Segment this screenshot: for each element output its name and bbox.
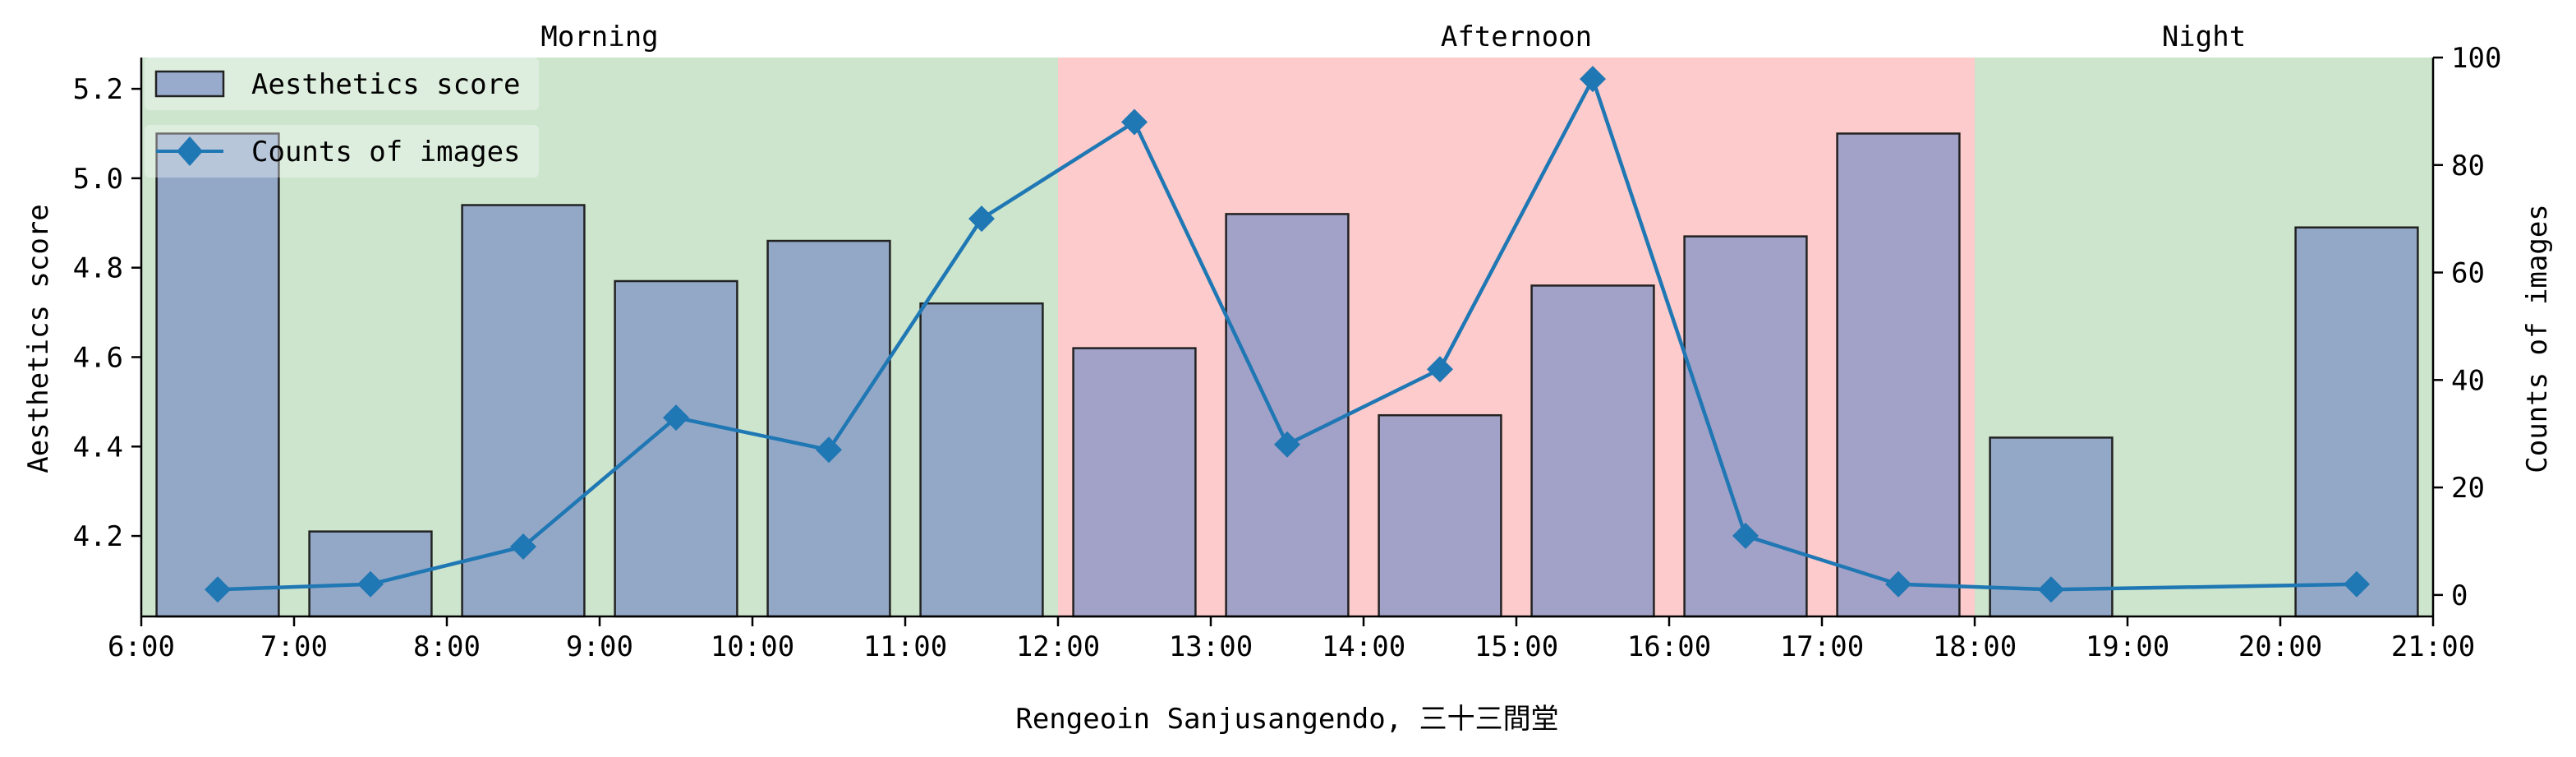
y-left-tick-label-0: 4.2 xyxy=(73,520,123,553)
counts-point-7 xyxy=(1274,431,1300,458)
y-axis-label-right: Counts of images xyxy=(2521,204,2554,473)
y-left-tick-label-1: 4.4 xyxy=(73,431,123,464)
y-right-tick-label-2: 40 xyxy=(2451,364,2485,397)
counts-point-4 xyxy=(816,436,842,464)
y-axis-label-left: Aesthetics score xyxy=(22,204,55,473)
x-tick-label-1: 7:00 xyxy=(260,630,328,663)
bar-5 xyxy=(919,302,1044,618)
axes: 6:00 7:00 8:00 9:00 10:00 11:00 12:00 13:00 14:0… xyxy=(73,42,2502,663)
y-right-tick-label-1: 20 xyxy=(2451,472,2485,505)
counts-line xyxy=(217,74,2358,592)
bar-6 xyxy=(1072,347,1197,618)
counts-point-13 xyxy=(2344,570,2370,598)
x-tick-label-10: 16:00 xyxy=(1627,630,1711,663)
x-tick-label-6: 12:00 xyxy=(1016,630,1100,663)
x-tick-label-11: 17:00 xyxy=(1780,630,1864,663)
y-left-tick-label-5: 5.2 xyxy=(73,73,123,106)
legend-box-bar xyxy=(145,58,539,110)
x-tick-label-8: 14:00 xyxy=(1322,630,1405,663)
counts-point-0 xyxy=(205,576,231,603)
counts-point-6 xyxy=(1121,108,1148,136)
line-series xyxy=(205,66,2370,603)
counts-point-12 xyxy=(2038,576,2064,603)
y-right-tick-label-5: 100 xyxy=(2451,42,2501,75)
x-tick-label-15: 21:00 xyxy=(2391,630,2475,663)
x-tick-label-12: 18:00 xyxy=(1933,630,2017,663)
bar-8 xyxy=(1378,413,1502,618)
bar-11 xyxy=(1836,132,1961,618)
x-tick-label-13: 19:00 xyxy=(2086,630,2169,663)
x-tick-label-0: 6:00 xyxy=(108,630,175,663)
counts-point-2 xyxy=(510,533,536,560)
x-axis-label: Rengeoin Sanjusangendo, 三十三間堂 xyxy=(1015,703,1558,736)
bar-10 xyxy=(1683,235,1808,618)
bar-0 xyxy=(155,132,280,618)
x-tick-label-3: 9:00 xyxy=(566,630,633,663)
y-right-tick-label-3: 60 xyxy=(2451,257,2485,290)
legend-label-bar: Aesthetics score xyxy=(251,68,521,101)
period-label-0: Morning xyxy=(540,21,658,53)
counts-point-9 xyxy=(1580,66,1606,93)
x-tick-label-4: 10:00 xyxy=(711,630,794,663)
y-right-tick-label-0: 0 xyxy=(2451,579,2468,612)
counts-point-3 xyxy=(663,404,689,432)
bar-series xyxy=(155,132,2419,618)
period-label-1: Afternoon xyxy=(1441,21,1592,53)
legend-label-line: Counts of images xyxy=(251,136,521,168)
x-tick-label-14: 20:00 xyxy=(2238,630,2322,663)
bar-9 xyxy=(1530,284,1655,618)
y-left-tick-label-2: 4.6 xyxy=(73,341,123,374)
legend-marker-diamond xyxy=(177,136,203,166)
counts-point-8 xyxy=(1427,356,1453,383)
period-band-1 xyxy=(1058,58,1975,616)
period-label-2: Night xyxy=(2162,21,2246,53)
x-tick-label-7: 13:00 xyxy=(1169,630,1253,663)
y-left-tick-label-4: 5.0 xyxy=(73,163,123,196)
x-tick-label-2: 8:00 xyxy=(413,630,481,663)
bar-13 xyxy=(2294,226,2419,618)
bar-3 xyxy=(614,279,738,618)
x-tick-label-9: 15:00 xyxy=(1474,630,1558,663)
x-tick-label-5: 11:00 xyxy=(863,630,947,663)
counts-point-5 xyxy=(968,205,995,233)
counts-point-11 xyxy=(1885,570,1911,598)
bar-4 xyxy=(766,239,891,618)
y-right-tick-label-4: 80 xyxy=(2451,150,2485,182)
counts-point-10 xyxy=(1732,522,1759,549)
bar-7 xyxy=(1225,213,1350,618)
counts-point-1 xyxy=(357,570,384,598)
y-left-tick-label-3: 4.8 xyxy=(73,252,123,285)
legend-box-line xyxy=(145,125,539,178)
legend-swatch-bar xyxy=(154,70,225,98)
legend: Aesthetics score Counts of images xyxy=(145,58,539,178)
period-labels: Morning Afternoon Night xyxy=(540,21,2246,53)
